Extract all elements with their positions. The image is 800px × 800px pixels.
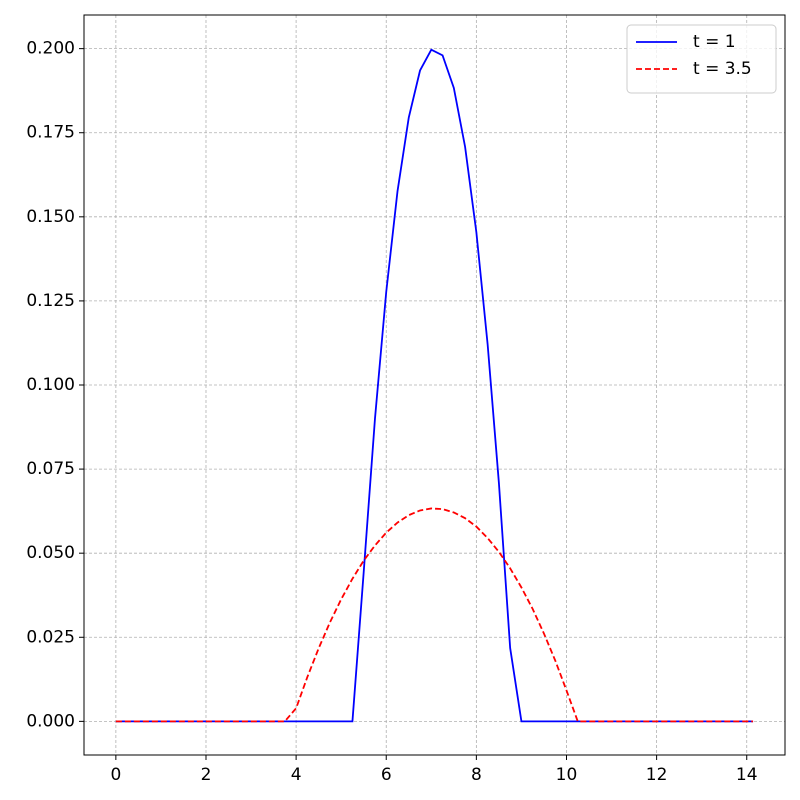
y-tick-label: 0.175 [26, 123, 75, 143]
x-tick-label: 4 [291, 765, 302, 785]
y-tick-label: 0.100 [26, 375, 75, 395]
y-tick-label: 0.050 [26, 543, 75, 563]
x-tick-label: 6 [381, 765, 392, 785]
y-tick-label: 0.025 [26, 627, 75, 647]
legend-label: t = 3.5 [693, 59, 752, 79]
series-line [115, 507, 754, 723]
x-tick-label: 2 [201, 765, 212, 785]
x-tick-label: 0 [110, 765, 121, 785]
x-tick-label: 12 [646, 765, 668, 785]
legend: t = 1 t = 3.5 [626, 24, 777, 94]
y-tick-label: 0.150 [26, 207, 75, 227]
y-tick-label: 0.000 [26, 711, 75, 731]
x-tick-label: 8 [471, 765, 482, 785]
series-line [115, 48, 754, 723]
y-tick-label: 0.125 [26, 291, 75, 311]
plot-frame [83, 14, 786, 756]
y-tick-label: 0.200 [26, 39, 75, 59]
x-tick-label: 14 [736, 765, 758, 785]
x-tick-label: 10 [556, 765, 578, 785]
legend-label: t = 1 [693, 32, 736, 52]
y-tick-label: 0.075 [26, 459, 75, 479]
